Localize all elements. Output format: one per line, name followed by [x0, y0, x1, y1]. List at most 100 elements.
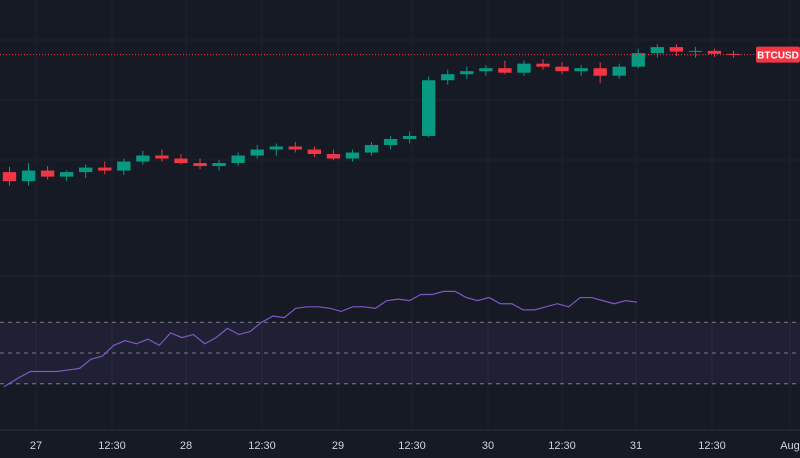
- time-axis-label: 29: [332, 440, 344, 452]
- candle[interactable]: [59, 170, 74, 182]
- candle-body: [193, 163, 207, 167]
- candle[interactable]: [669, 44, 684, 57]
- grid-lines: [0, 0, 800, 430]
- candle-body: [593, 68, 607, 76]
- time-axis[interactable]: 27 12:30 28 12:30 29 12:30 30 12:30 31 12:30 Aug: [0, 429, 800, 458]
- candle[interactable]: [136, 151, 150, 165]
- candle-body: [288, 146, 302, 150]
- candle[interactable]: [40, 166, 55, 180]
- candle-body: [402, 135, 417, 139]
- candle[interactable]: [631, 48, 645, 69]
- time-axis-label: 31: [630, 440, 642, 452]
- candle[interactable]: [2, 166, 17, 186]
- candle[interactable]: [536, 59, 550, 70]
- candle-body: [688, 50, 703, 52]
- candle[interactable]: [517, 60, 531, 76]
- candle[interactable]: [345, 149, 360, 162]
- time-axis-label: 12:30: [248, 440, 276, 452]
- candle-body: [707, 50, 722, 54]
- candle-body: [2, 172, 17, 182]
- candle-body: [40, 170, 55, 177]
- candle-body: [21, 170, 36, 182]
- candle-body: [79, 167, 93, 173]
- candle-body: [345, 152, 360, 159]
- candle-body: [174, 158, 188, 164]
- candle-body: [326, 154, 341, 159]
- candle-body: [460, 71, 474, 75]
- candle[interactable]: [288, 141, 302, 153]
- time-axis-label: 12:30: [698, 440, 726, 452]
- time-axis-label: 12:30: [98, 440, 126, 452]
- rsi-line[interactable]: [3, 290, 638, 388]
- candle-body: [136, 155, 150, 162]
- candle[interactable]: [155, 149, 169, 162]
- candle[interactable]: [593, 62, 607, 84]
- candle-body: [59, 172, 74, 177]
- time-axis-label: Aug: [780, 440, 800, 452]
- candle[interactable]: [250, 144, 264, 159]
- candle-body: [631, 53, 645, 67]
- time-axis-label: 30: [482, 440, 494, 452]
- candle-body: [441, 74, 455, 81]
- candle[interactable]: [79, 164, 93, 179]
- candle-body: [364, 144, 379, 153]
- candle-body: [269, 146, 283, 150]
- candle-body: [612, 66, 626, 76]
- candle[interactable]: [498, 60, 512, 75]
- candle[interactable]: [21, 163, 36, 186]
- candle[interactable]: [364, 141, 379, 156]
- candle[interactable]: [726, 50, 741, 58]
- candle-body: [650, 47, 665, 54]
- candle-body: [383, 138, 398, 145]
- candle[interactable]: [688, 47, 703, 58]
- time-axis-label: 28: [180, 440, 192, 452]
- candle-body: [574, 68, 588, 72]
- candle-body: [231, 155, 245, 164]
- candle[interactable]: [422, 76, 436, 138]
- candle-body: [155, 155, 169, 159]
- candle[interactable]: [707, 48, 722, 57]
- candle[interactable]: [650, 44, 665, 58]
- candle-body: [117, 161, 131, 171]
- candle[interactable]: [555, 62, 569, 75]
- symbol-label: BTCUSD: [757, 51, 799, 62]
- candle-body: [536, 63, 550, 67]
- candle[interactable]: [574, 65, 588, 76]
- candle-body: [422, 80, 436, 136]
- candle-body: [250, 149, 264, 156]
- candle-body: [726, 53, 741, 55]
- time-axis-label: 12:30: [398, 440, 426, 452]
- symbol-badge[interactable]: BTCUSD: [756, 46, 800, 63]
- candle[interactable]: [441, 69, 455, 85]
- candle[interactable]: [383, 135, 398, 150]
- candle[interactable]: [174, 154, 188, 165]
- time-axis-bg: [0, 430, 800, 458]
- time-axis-label: 27: [30, 440, 42, 452]
- candle-body: [307, 149, 322, 155]
- candle[interactable]: [193, 158, 207, 170]
- rsi-indicator[interactable]: [3, 290, 638, 388]
- candle[interactable]: [402, 131, 417, 144]
- candle-body: [669, 47, 684, 52]
- candle[interactable]: [212, 160, 226, 171]
- candle[interactable]: [117, 158, 131, 176]
- candlestick-series[interactable]: [2, 44, 741, 186]
- candle[interactable]: [612, 63, 626, 79]
- candle[interactable]: [326, 149, 341, 161]
- candle[interactable]: [269, 143, 283, 156]
- candle-body: [498, 68, 512, 73]
- candle-body: [479, 68, 493, 72]
- candle[interactable]: [460, 66, 474, 79]
- candle-body: [98, 167, 112, 171]
- candle[interactable]: [307, 146, 322, 158]
- candle[interactable]: [98, 161, 112, 175]
- rsi-bands: [0, 321, 800, 385]
- candle-body: [517, 63, 531, 73]
- candle[interactable]: [231, 152, 245, 167]
- candle[interactable]: [479, 65, 493, 76]
- time-axis-label: 12:30: [548, 440, 576, 452]
- candle-body: [555, 66, 569, 72]
- candle-body: [212, 163, 226, 167]
